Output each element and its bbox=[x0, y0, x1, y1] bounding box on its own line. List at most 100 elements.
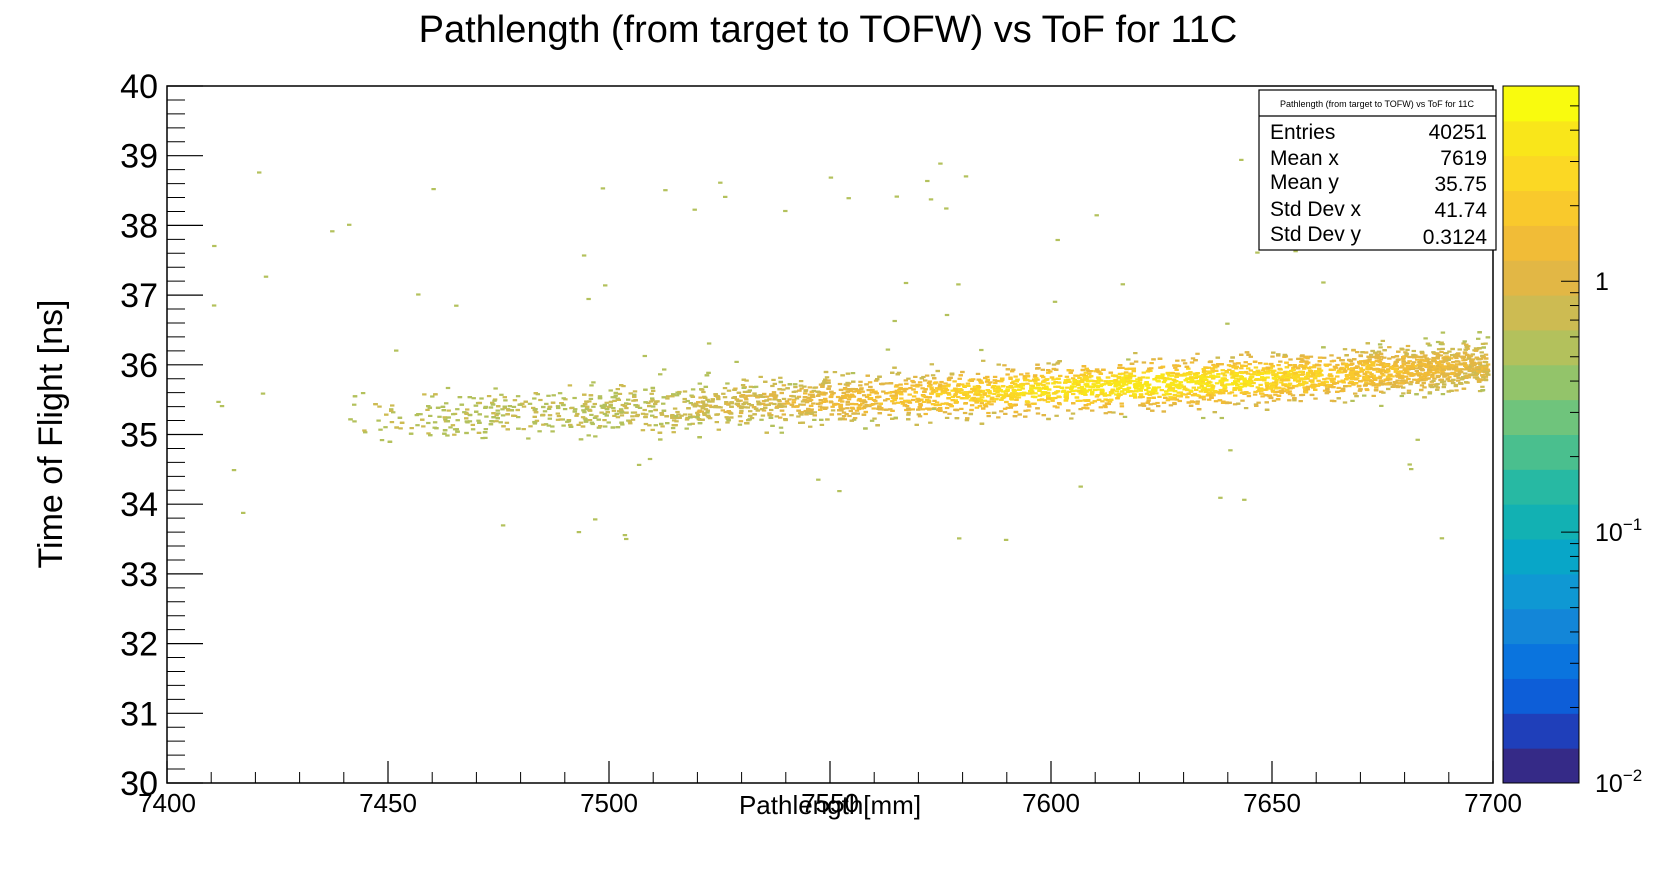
histogram-cell bbox=[1188, 404, 1194, 407]
histogram-cell bbox=[1335, 390, 1340, 393]
histogram-cell bbox=[969, 408, 974, 412]
histogram-cell bbox=[1063, 379, 1069, 382]
histogram-cell bbox=[752, 392, 757, 395]
histogram-cell bbox=[933, 381, 938, 384]
histogram-cell bbox=[1206, 385, 1211, 388]
histogram-cell bbox=[1029, 387, 1034, 390]
histogram-cell bbox=[1302, 377, 1307, 380]
histogram-cell bbox=[476, 419, 481, 422]
histogram-cell bbox=[1481, 356, 1486, 359]
histogram-cell bbox=[597, 397, 603, 400]
histogram-cell bbox=[1485, 370, 1491, 373]
histogram-cell bbox=[1214, 382, 1220, 385]
histogram-cell bbox=[1374, 356, 1379, 359]
histogram-cell bbox=[989, 403, 994, 406]
histogram-cell bbox=[507, 405, 513, 408]
histogram-cell bbox=[1391, 364, 1397, 368]
histogram-cell bbox=[799, 413, 804, 416]
histogram-cell bbox=[1098, 406, 1104, 409]
histogram-cell bbox=[986, 411, 991, 415]
histogram-cell bbox=[996, 416, 1001, 419]
histogram-cell bbox=[1126, 374, 1132, 377]
histogram-cell bbox=[583, 418, 588, 421]
histogram-cell bbox=[935, 369, 940, 373]
histogram-cell bbox=[1453, 385, 1459, 388]
histogram-cell bbox=[1343, 369, 1348, 372]
histogram-cell bbox=[729, 405, 734, 408]
histogram-cell bbox=[824, 376, 830, 379]
histogram-cell bbox=[957, 377, 962, 380]
histogram-cell bbox=[863, 410, 869, 414]
histogram-cell bbox=[932, 377, 937, 380]
histogram-cell bbox=[1113, 379, 1119, 382]
histogram-cell bbox=[1057, 403, 1062, 406]
histogram-cell bbox=[1205, 394, 1211, 397]
histogram-cell bbox=[1096, 376, 1101, 379]
histogram-cell bbox=[1398, 374, 1403, 378]
histogram-cell bbox=[1468, 354, 1474, 357]
histogram-cell bbox=[845, 394, 850, 397]
histogram-cell bbox=[744, 379, 749, 382]
histogram-cell bbox=[1413, 364, 1418, 368]
histogram-cell bbox=[1255, 369, 1261, 372]
histogram-cell bbox=[1191, 386, 1197, 389]
histogram-cell bbox=[911, 388, 916, 391]
histogram-cell bbox=[1020, 382, 1026, 386]
histogram-cell bbox=[611, 407, 616, 410]
histogram-cell bbox=[705, 398, 710, 401]
histogram-cell bbox=[1133, 360, 1139, 363]
histogram-cell bbox=[516, 416, 521, 419]
histogram-cell bbox=[1485, 336, 1491, 339]
histogram-cell bbox=[1363, 359, 1368, 363]
histogram-cell bbox=[621, 385, 626, 388]
histogram-cell bbox=[743, 396, 748, 399]
histogram-cell bbox=[362, 429, 367, 432]
histogram-cell bbox=[1196, 380, 1202, 383]
histogram-cell bbox=[707, 404, 713, 407]
histogram-cell bbox=[1422, 355, 1427, 358]
histogram-cell bbox=[851, 380, 856, 383]
histogram-cell bbox=[1172, 390, 1178, 393]
histogram-cell bbox=[1014, 398, 1019, 401]
histogram-cell bbox=[981, 407, 986, 410]
histogram-cell bbox=[1217, 390, 1222, 393]
histogram-cell bbox=[383, 426, 388, 429]
histogram-cell bbox=[875, 396, 880, 399]
histogram-cell bbox=[1463, 352, 1468, 355]
histogram-cell bbox=[624, 407, 629, 410]
histogram-cell bbox=[1005, 389, 1010, 392]
histogram-cell bbox=[1398, 366, 1403, 369]
histogram-cell bbox=[451, 413, 456, 416]
histogram-cell bbox=[744, 398, 749, 401]
histogram-cell bbox=[1456, 352, 1461, 355]
histogram-cell bbox=[1105, 399, 1111, 402]
histogram-cell bbox=[739, 406, 744, 410]
histogram-cell bbox=[1342, 348, 1348, 351]
histogram-cell bbox=[1095, 384, 1101, 388]
histogram-cell bbox=[1025, 375, 1031, 378]
histogram-cell bbox=[1201, 398, 1207, 401]
histogram-cell bbox=[1323, 380, 1329, 383]
histogram-cell bbox=[1239, 371, 1244, 374]
histogram-cell bbox=[1252, 373, 1257, 376]
histogram-cell bbox=[1093, 388, 1098, 392]
histogram-cell bbox=[1170, 384, 1176, 387]
histogram-cell bbox=[593, 435, 598, 438]
histogram-cell bbox=[420, 418, 425, 421]
histogram-cell bbox=[985, 389, 991, 392]
histogram-cell bbox=[1298, 378, 1304, 381]
histogram-cell bbox=[1231, 382, 1236, 385]
histogram-cell bbox=[1100, 400, 1105, 403]
histogram-cell bbox=[1185, 388, 1190, 392]
histogram-cell bbox=[1401, 379, 1406, 382]
histogram-cell bbox=[592, 402, 598, 406]
histogram-cell bbox=[1414, 370, 1420, 373]
histogram-cell bbox=[758, 375, 763, 378]
histogram-cell bbox=[1244, 391, 1249, 394]
histogram-cell bbox=[778, 426, 784, 429]
histogram-cell bbox=[1378, 346, 1383, 349]
histogram-cell bbox=[1424, 357, 1429, 360]
histogram-cell bbox=[1178, 381, 1183, 384]
histogram-cell bbox=[877, 405, 882, 408]
histogram-cell bbox=[700, 407, 706, 410]
